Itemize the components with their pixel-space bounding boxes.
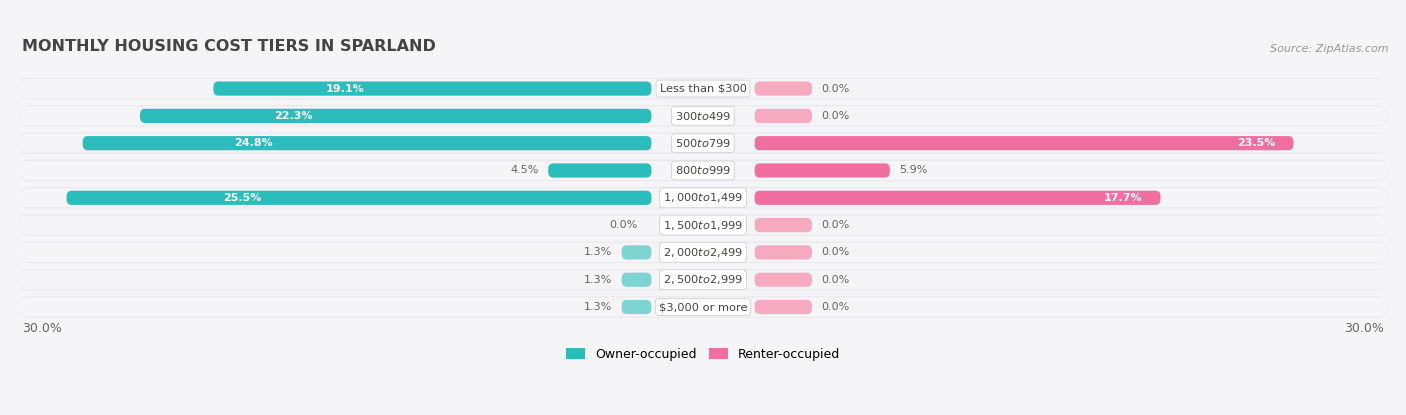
FancyBboxPatch shape: [20, 297, 1386, 317]
Text: 0.0%: 0.0%: [821, 111, 849, 121]
Text: 17.7%: 17.7%: [1104, 193, 1142, 203]
FancyBboxPatch shape: [141, 109, 651, 123]
FancyBboxPatch shape: [66, 191, 651, 205]
Text: $300 to $499: $300 to $499: [675, 110, 731, 122]
Text: Less than $300: Less than $300: [659, 83, 747, 93]
Text: 25.5%: 25.5%: [224, 193, 262, 203]
FancyBboxPatch shape: [755, 300, 811, 314]
Text: 0.0%: 0.0%: [821, 220, 849, 230]
FancyBboxPatch shape: [20, 242, 1386, 263]
FancyBboxPatch shape: [20, 215, 1386, 235]
Text: 1.3%: 1.3%: [583, 302, 613, 312]
Legend: Owner-occupied, Renter-occupied: Owner-occupied, Renter-occupied: [561, 343, 845, 366]
FancyBboxPatch shape: [20, 79, 1386, 98]
FancyBboxPatch shape: [20, 187, 1386, 208]
FancyBboxPatch shape: [755, 191, 1160, 205]
FancyBboxPatch shape: [20, 132, 1386, 154]
Text: $1,000 to $1,499: $1,000 to $1,499: [664, 191, 742, 204]
FancyBboxPatch shape: [20, 105, 1386, 127]
Text: $800 to $999: $800 to $999: [675, 164, 731, 176]
FancyBboxPatch shape: [755, 81, 811, 96]
FancyBboxPatch shape: [621, 300, 651, 314]
FancyBboxPatch shape: [20, 106, 1386, 126]
Text: $3,000 or more: $3,000 or more: [659, 302, 747, 312]
Text: 23.5%: 23.5%: [1237, 138, 1275, 148]
FancyBboxPatch shape: [548, 164, 651, 178]
Text: 19.1%: 19.1%: [325, 83, 364, 93]
Text: $2,000 to $2,499: $2,000 to $2,499: [664, 246, 742, 259]
FancyBboxPatch shape: [20, 134, 1386, 153]
FancyBboxPatch shape: [20, 243, 1386, 262]
FancyBboxPatch shape: [83, 136, 651, 150]
Text: Source: ZipAtlas.com: Source: ZipAtlas.com: [1270, 44, 1388, 54]
FancyBboxPatch shape: [20, 161, 1386, 180]
Text: $500 to $799: $500 to $799: [675, 137, 731, 149]
FancyBboxPatch shape: [755, 218, 811, 232]
Text: MONTHLY HOUSING COST TIERS IN SPARLAND: MONTHLY HOUSING COST TIERS IN SPARLAND: [22, 39, 436, 54]
FancyBboxPatch shape: [20, 215, 1386, 236]
FancyBboxPatch shape: [755, 273, 811, 287]
Text: 5.9%: 5.9%: [898, 166, 928, 176]
FancyBboxPatch shape: [621, 273, 651, 287]
Text: 30.0%: 30.0%: [1344, 322, 1384, 335]
FancyBboxPatch shape: [20, 160, 1386, 181]
Text: 1.3%: 1.3%: [583, 275, 613, 285]
FancyBboxPatch shape: [20, 269, 1386, 290]
FancyBboxPatch shape: [755, 136, 1294, 150]
Text: 24.8%: 24.8%: [233, 138, 273, 148]
Text: $2,500 to $2,999: $2,500 to $2,999: [664, 273, 742, 286]
Text: $1,500 to $1,999: $1,500 to $1,999: [664, 219, 742, 232]
FancyBboxPatch shape: [755, 109, 811, 123]
Text: 0.0%: 0.0%: [821, 247, 849, 257]
FancyBboxPatch shape: [755, 245, 811, 259]
FancyBboxPatch shape: [20, 78, 1386, 99]
FancyBboxPatch shape: [20, 270, 1386, 289]
Text: 30.0%: 30.0%: [22, 322, 62, 335]
Text: 0.0%: 0.0%: [821, 275, 849, 285]
Text: 0.0%: 0.0%: [821, 83, 849, 93]
Text: 4.5%: 4.5%: [510, 166, 538, 176]
Text: 22.3%: 22.3%: [274, 111, 312, 121]
FancyBboxPatch shape: [214, 81, 651, 96]
Text: 1.3%: 1.3%: [583, 247, 613, 257]
Text: 0.0%: 0.0%: [821, 302, 849, 312]
FancyBboxPatch shape: [20, 296, 1386, 317]
FancyBboxPatch shape: [20, 188, 1386, 208]
FancyBboxPatch shape: [755, 164, 890, 178]
FancyBboxPatch shape: [621, 245, 651, 259]
Text: 0.0%: 0.0%: [609, 220, 638, 230]
